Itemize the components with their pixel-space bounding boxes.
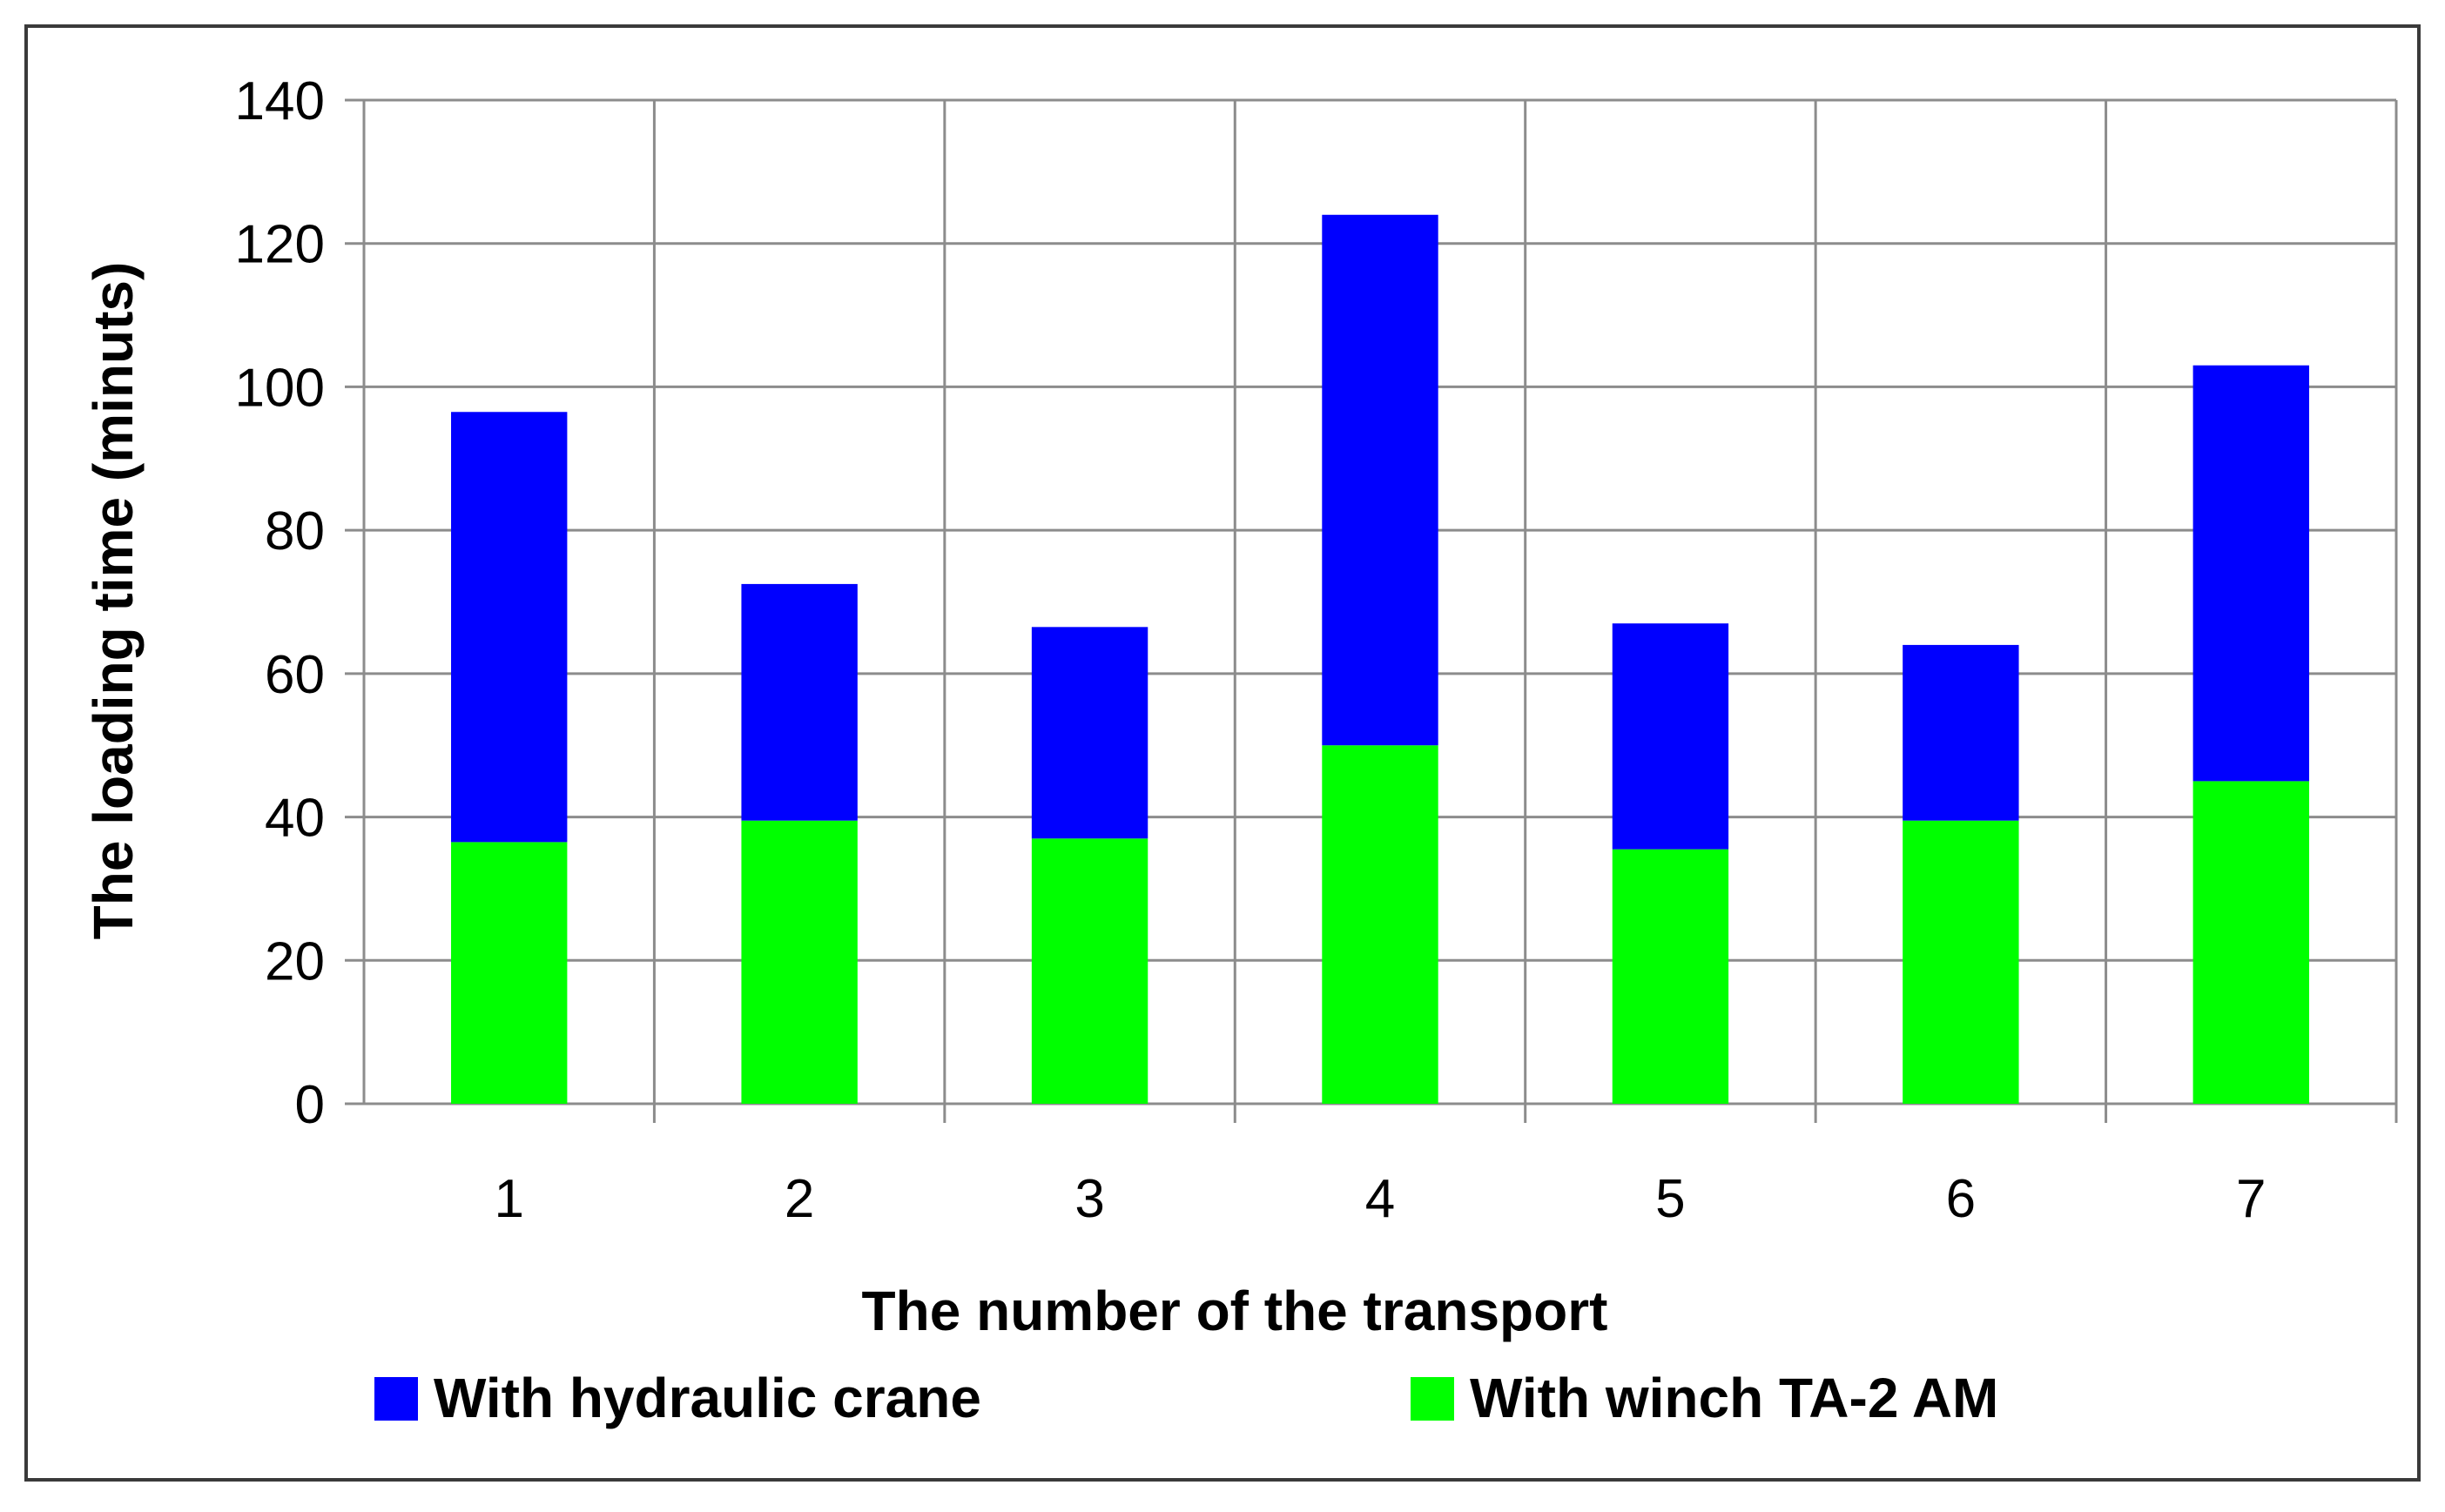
y-tick-label: 20 [265,931,325,991]
x-tick-label: 5 [1655,1169,1685,1229]
legend-swatch-winch [1411,1377,1454,1421]
x-tick-label: 3 [1074,1169,1104,1229]
x-tick-label: 7 [2236,1169,2266,1229]
y-tick-label: 60 [265,645,325,705]
bar-segment-crane-6 [1903,644,2019,821]
legend-label-winch: With winch TA-2 AM [1470,1367,1998,1429]
bar-segment-winch-7 [2192,781,2309,1104]
legend: With hydraulic crane With winch TA-2 AM [374,1367,1998,1429]
bar-segment-winch-6 [1903,820,2019,1104]
legend-label-crane: With hydraulic crane [434,1367,981,1429]
bar-segment-crane-3 [1031,627,1148,839]
y-axis-title: The loading time (minuts) [82,262,145,940]
y-tick-label: 80 [265,501,325,561]
y-tick-label: 120 [235,215,325,275]
x-axis-title: The number of the transport [862,1280,1608,1342]
x-tick-label: 1 [494,1169,523,1229]
bar-segment-crane-5 [1612,623,1729,850]
x-tick-label: 4 [1365,1169,1395,1229]
y-axis-ticks: 0 20 40 60 80 100 120 140 [235,71,325,1135]
y-tick-label: 40 [265,789,325,849]
x-tick-label: 2 [785,1169,814,1229]
bar-segment-winch-1 [451,842,568,1104]
bar-segment-crane-7 [2192,365,2309,782]
bar-segment-crane-1 [451,412,568,843]
bar-segment-winch-4 [1322,745,1438,1104]
x-tick-label: 6 [1946,1169,1976,1229]
bar-segment-winch-5 [1612,849,1729,1104]
bar-segment-crane-2 [741,583,858,821]
bar-segment-winch-2 [741,820,858,1104]
bar-segment-winch-3 [1031,838,1148,1104]
bars [451,214,2309,1104]
y-tick-label: 140 [235,71,325,131]
legend-swatch-crane [374,1377,418,1421]
y-tick-label: 100 [235,358,325,418]
chart-frame [24,24,2421,1482]
bar-segment-crane-4 [1322,214,1438,746]
y-tick-label: 0 [295,1075,325,1135]
x-axis-ticks: 1 2 3 4 5 6 7 [494,1169,2266,1229]
